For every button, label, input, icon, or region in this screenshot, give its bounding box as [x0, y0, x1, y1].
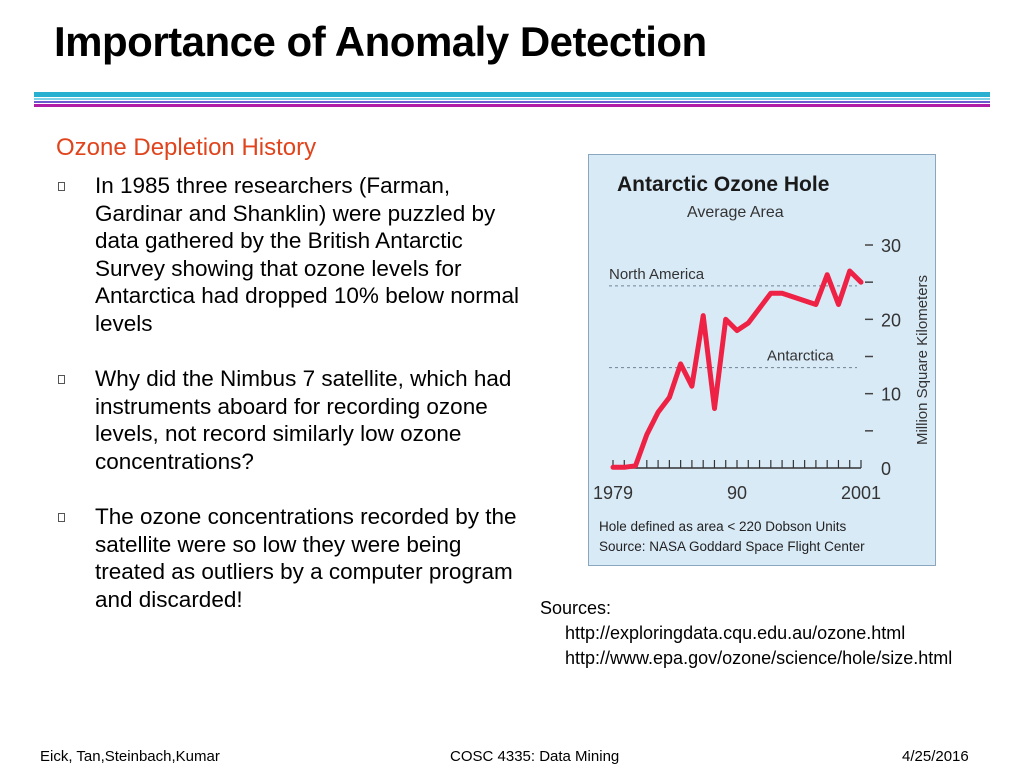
- reference-lines: North America Antarctica: [609, 266, 857, 369]
- bullet-text: In 1985 three researchers (Farman, Gardi…: [95, 173, 520, 336]
- title-divider-accent: [34, 98, 990, 100]
- series-layer: [610, 268, 864, 470]
- chart-canvas: Antarctic Ozone Hole Average Area Millio…: [593, 173, 931, 554]
- footer-authors: Eick, Tan,Steinbach,Kumar: [40, 748, 220, 765]
- bullet-box-icon: [58, 182, 65, 191]
- bullet-item: The ozone concentrations recorded by the…: [56, 503, 526, 613]
- slide-title: Importance of Anomaly Detection: [54, 18, 707, 65]
- bullet-item: In 1985 three researchers (Farman, Gardi…: [56, 172, 526, 337]
- source-link[interactable]: http://exploringdata.cqu.edu.au/ozone.ht…: [565, 623, 906, 643]
- ozone-hole-chart: Antarctic Ozone Hole Average Area Millio…: [588, 154, 936, 566]
- reference-line-label: Antarctica: [767, 348, 834, 365]
- bullet-list: In 1985 three researchers (Farman, Gardi…: [56, 172, 526, 613]
- footer-course: COSC 4335: Data Mining: [450, 748, 620, 765]
- x-axis-tick-labels: 1979 90 2001: [593, 483, 881, 503]
- chart-note-definition: Hole defined as area < 220 Dobson Units: [599, 519, 847, 534]
- x-tick-label: 90: [727, 483, 747, 503]
- series-line: [610, 268, 864, 470]
- title-divider-accent: [34, 104, 990, 107]
- bullet-text: Why did the Nimbus 7 satellite, which ha…: [95, 366, 512, 474]
- reference-line-label: North America: [609, 266, 705, 283]
- y-tick-label: 0: [881, 459, 891, 479]
- bullet-box-icon: [58, 375, 65, 384]
- source-link[interactable]: http://www.epa.gov/ozone/science/hole/si…: [565, 648, 953, 668]
- y-tick-label: 10: [881, 385, 901, 405]
- chart-subtitle: Average Area: [687, 204, 784, 221]
- x-axis: [612, 460, 862, 469]
- y-axis-ticks: 0 10 20 30: [865, 236, 901, 479]
- sources-block: Sources: http://exploringdata.cqu.edu.au…: [540, 596, 952, 671]
- bullet-item: Why did the Nimbus 7 satellite, which ha…: [56, 365, 526, 475]
- chart-note-source: Source: NASA Goddard Space Flight Center: [599, 539, 865, 554]
- chart-title: Antarctic Ozone Hole: [617, 173, 829, 196]
- footer-date: 4/25/2016: [902, 748, 969, 765]
- chart-y-axis-label: Million Square Kilometers: [914, 275, 931, 445]
- x-tick-label: 2001: [841, 483, 881, 503]
- title-divider: [34, 92, 990, 97]
- title-divider-accent: [34, 101, 990, 103]
- section-subtitle: Ozone Depletion History: [56, 134, 317, 161]
- x-tick-label: 1979: [593, 483, 633, 503]
- sources-label: Sources:: [540, 598, 612, 618]
- y-tick-label: 30: [881, 236, 901, 256]
- y-tick-label: 20: [881, 310, 901, 330]
- bullet-text: The ozone concentrations recorded by the…: [95, 504, 517, 612]
- bullet-box-icon: [58, 513, 65, 522]
